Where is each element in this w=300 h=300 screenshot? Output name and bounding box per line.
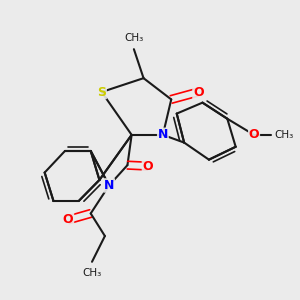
Text: N: N xyxy=(158,128,168,141)
Text: N: N xyxy=(104,179,114,192)
Text: O: O xyxy=(249,128,260,141)
Text: CH₃: CH₃ xyxy=(82,268,102,278)
Text: S: S xyxy=(97,85,106,98)
Text: O: O xyxy=(193,85,204,98)
Text: O: O xyxy=(142,160,153,172)
Text: CH₃: CH₃ xyxy=(274,130,294,140)
Text: O: O xyxy=(63,213,74,226)
Text: CH₃: CH₃ xyxy=(124,33,143,43)
